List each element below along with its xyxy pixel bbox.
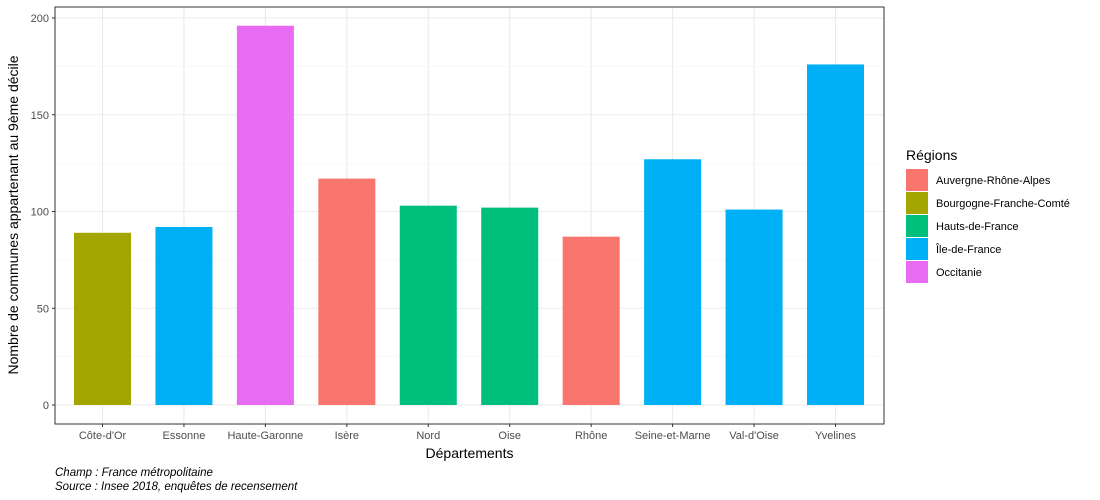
legend-label: Hauts-de-France xyxy=(936,221,1019,233)
y-axis: 0 50 100 150 200 xyxy=(31,13,55,412)
bar-c-te-d-or xyxy=(73,232,132,405)
legend-items: Auvergne-Rhône-Alpes Bourgogne-Franche-Co… xyxy=(906,169,1070,283)
y-tick-label: 0 xyxy=(43,400,49,412)
legend-key xyxy=(906,261,928,283)
y-axis-title: Nombre de communes appartenant au 9ème d… xyxy=(5,55,21,374)
legend-label: Occitanie xyxy=(936,267,982,279)
y-tick-label: 150 xyxy=(31,110,49,122)
x-axis-title: Départements xyxy=(426,445,514,461)
x-tick-label: Yvelines xyxy=(815,430,856,442)
legend-title: Régions xyxy=(906,147,957,163)
bar-nord xyxy=(399,205,457,405)
x-tick-label: Haute-Garonne xyxy=(227,430,303,442)
x-tick-label: Rhône xyxy=(575,430,607,442)
x-tick-label: Oise xyxy=(498,430,521,442)
bar-is-re xyxy=(318,178,376,405)
y-tick-label: 50 xyxy=(37,303,49,315)
x-tick-label: Nord xyxy=(416,430,440,442)
legend-label: Auvergne-Rhône-Alpes xyxy=(936,175,1051,187)
legend-label: Bourgogne-Franche-Comté xyxy=(936,198,1070,210)
x-tick-label: Isère xyxy=(335,430,359,442)
bar-yvelines xyxy=(806,64,865,405)
x-axis: Côte-d'Or Essonne Haute-Garonne Isère Nord Oi… xyxy=(79,424,856,442)
x-tick-label: Essonne xyxy=(163,430,206,442)
legend-key xyxy=(906,192,928,214)
legend-key xyxy=(906,215,928,237)
bars xyxy=(73,25,865,406)
legend: Régions Auvergne-Rhône-Alpes Bourgogne-Fr… xyxy=(906,147,1070,283)
x-tick-label: Val-d'Oise xyxy=(729,430,779,442)
legend-key xyxy=(906,169,928,191)
caption-source: Source : Insee 2018, enquêtes de recense… xyxy=(55,481,298,493)
legend-key xyxy=(906,238,928,260)
bar-rh-ne xyxy=(562,236,620,405)
legend-label: Île-de-France xyxy=(935,243,1001,256)
y-tick-label: 200 xyxy=(31,13,49,25)
x-tick-label: Seine-et-Marne xyxy=(635,430,711,442)
panel-border xyxy=(54,6,885,425)
caption-champ: Champ : France métropolitaine xyxy=(55,467,213,479)
x-tick-label: Côte-d'Or xyxy=(79,430,127,442)
bar-oise xyxy=(481,207,539,405)
bar-seine-et-marne xyxy=(644,159,702,405)
bar-haute-garonne xyxy=(236,25,294,406)
y-tick-label: 100 xyxy=(31,207,49,219)
bar-val-d-oise xyxy=(725,209,783,405)
bar-essonne xyxy=(155,226,213,405)
